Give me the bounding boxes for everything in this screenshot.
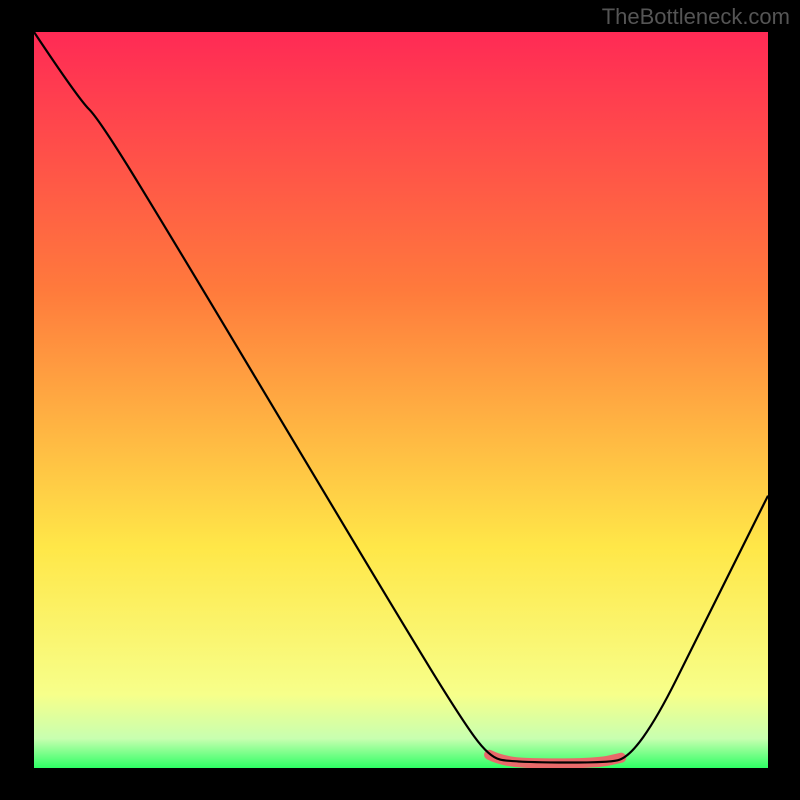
curve-layer [34,32,768,768]
main-curve [34,32,768,763]
watermark-text: TheBottleneck.com [602,4,790,30]
plot-gradient-area [34,32,768,768]
